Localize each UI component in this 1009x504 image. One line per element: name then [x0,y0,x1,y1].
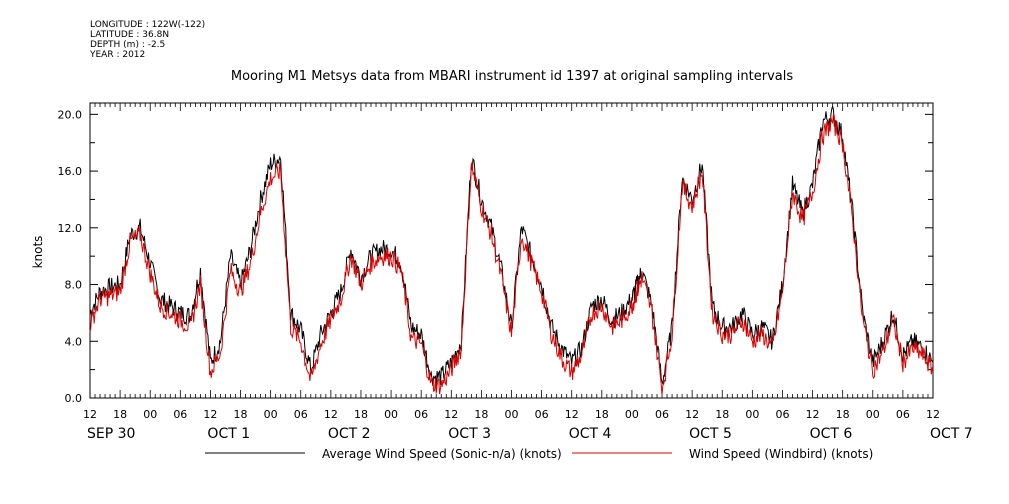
x-tick-label: 00 [143,408,157,421]
x-tick-label: 06 [173,408,187,421]
legend-label-windbird: Wind Speed (Windbird) (knots) [689,447,873,461]
x-tick-label: 06 [535,408,549,421]
longitude-text: LONGITUDE : 122W(-122) [90,20,206,30]
x-tick-label: 00 [384,408,398,421]
series-line-average-wind-speed [89,104,934,387]
plot-frame [89,102,934,399]
y-tick-label: 0.0 [65,392,83,405]
x-tick-label: 12 [83,408,97,421]
y-tick-label: 16.0 [58,165,83,178]
x-tick-label: 06 [414,408,428,421]
series-layer [89,104,934,396]
series-line-windbird-wind-speed [89,113,934,396]
header-metadata: LONGITUDE : 122W(-122) LATITUDE : 36.8N … [90,20,205,60]
x-tick-label: 12 [806,408,820,421]
year-text: YEAR : 2012 [90,50,146,60]
y-tick-label: 12.0 [58,222,83,235]
x-day-label: OCT 3 [448,426,491,442]
x-tick-label: 12 [444,408,458,421]
x-tick-label: 00 [866,408,880,421]
x-tick-label: 18 [595,408,609,421]
x-tick-label: 12 [565,408,579,421]
x-day-label: OCT 7 [930,426,973,442]
x-day-label: OCT 4 [569,426,612,442]
x-tick-label: 00 [264,408,278,421]
x-day-label: OCT 1 [207,426,250,442]
x-tick-label: 18 [836,408,850,421]
x-tick-label: 06 [775,408,789,421]
x-tick-label: 12 [203,408,217,421]
x-tick-label: 18 [113,408,127,421]
x-tick-label: 06 [655,408,669,421]
x-tick-label: 00 [505,408,519,421]
x-tick-label: 18 [354,408,368,421]
x-tick-label: 06 [896,408,910,421]
x-day-label: OCT 6 [810,426,853,442]
depth-text: DEPTH (m) : -2.5 [90,40,166,50]
x-tick-label: 18 [234,408,248,421]
latitude-text: LATITUDE : 36.8N [90,30,170,40]
x-tick-label: 18 [715,408,729,421]
x-tick-label: 06 [294,408,308,421]
x-day-label: OCT 2 [328,426,371,442]
x-tick-label: 00 [625,408,639,421]
x-tick-label: 00 [745,408,759,421]
x-tick-label: 12 [324,408,338,421]
chart-title: Mooring M1 Metsys data from MBARI instru… [231,69,793,84]
x-tick-label: 18 [474,408,488,421]
x-tick-label: 12 [685,408,699,421]
legend-label-average: Average Wind Speed (Sonic-n/a) (knots) [322,447,562,461]
y-axis-label: knots [31,236,45,269]
x-day-label: OCT 5 [689,426,732,442]
x-day-label: SEP 30 [87,426,135,442]
legend: Average Wind Speed (Sonic-n/a) (knots) Wi… [205,447,873,461]
x-tick-label: 12 [926,408,940,421]
y-tick-label: 8.0 [65,279,83,292]
y-tick-label: 20.0 [58,108,83,121]
y-tick-label: 4.0 [65,335,83,348]
y-axis: 0.0 4.0 8.0 12.0 16.0 20.0 [58,108,933,405]
x-axis: 12 18 00 06 12 18 00 06 12 18 00 06 12 18 00 06 12 18 00 06… [83,103,973,442]
